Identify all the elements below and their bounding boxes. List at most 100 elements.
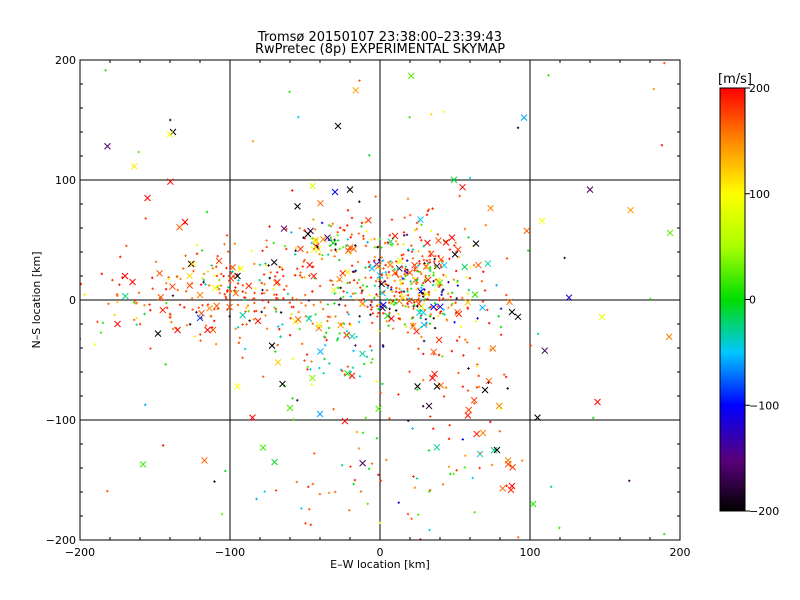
- data-point-x: [391, 269, 399, 277]
- data-point: [442, 110, 445, 113]
- data-point: [407, 305, 410, 309]
- data-point: [236, 303, 240, 307]
- data-point: [436, 233, 440, 236]
- data-point: [397, 393, 400, 396]
- data-point-x: [294, 316, 302, 323]
- data-point: [326, 253, 330, 256]
- data-point: [476, 317, 479, 320]
- data-point: [390, 218, 394, 221]
- data-point: [420, 239, 423, 242]
- data-point: [111, 278, 114, 282]
- data-point: [410, 317, 414, 320]
- data-point-x: [104, 142, 111, 150]
- data-point: [269, 271, 272, 274]
- data-point: [382, 267, 385, 270]
- data-point-x: [451, 251, 459, 258]
- data-point: [320, 257, 324, 261]
- data-point: [286, 292, 290, 296]
- data-point: [274, 489, 278, 492]
- data-point-x: [317, 199, 324, 207]
- data-point: [226, 250, 230, 253]
- data-point: [204, 283, 207, 286]
- data-point: [432, 427, 435, 430]
- data-point: [313, 452, 316, 455]
- data-point-x: [189, 260, 196, 268]
- data-point: [351, 366, 355, 369]
- data-point-x: [159, 306, 167, 314]
- data-point: [188, 323, 192, 326]
- data-point: [437, 285, 441, 289]
- data-point: [380, 273, 383, 277]
- data-point: [334, 315, 337, 318]
- data-point: [416, 270, 420, 273]
- data-point: [452, 278, 456, 281]
- data-point: [368, 293, 371, 297]
- data-point: [363, 220, 366, 224]
- data-point-x: [465, 406, 473, 414]
- data-point: [297, 310, 300, 314]
- data-point: [368, 263, 372, 267]
- data-point-x: [232, 289, 240, 297]
- data-point-x: [459, 183, 466, 191]
- data-point: [69, 285, 71, 287]
- data-point-x: [471, 291, 479, 298]
- data-point: [425, 213, 429, 217]
- data-point: [80, 337, 82, 341]
- data-point: [465, 276, 468, 279]
- data-point: [261, 249, 264, 253]
- data-point: [373, 296, 376, 300]
- data-point-x: [304, 230, 312, 238]
- data-point: [459, 325, 463, 329]
- data-point: [231, 270, 234, 273]
- data-point: [391, 327, 395, 330]
- data-point: [178, 303, 182, 306]
- data-point: [262, 273, 266, 276]
- data-point: [154, 260, 158, 264]
- data-point: [417, 347, 420, 350]
- data-point: [342, 322, 346, 326]
- data-point: [364, 266, 367, 269]
- data-point: [223, 243, 226, 246]
- data-point: [428, 528, 431, 532]
- data-point: [433, 257, 436, 261]
- data-point: [434, 288, 437, 292]
- data-point-x: [309, 182, 316, 190]
- data-point-x: [379, 301, 387, 309]
- data-point: [264, 262, 267, 265]
- data-point-x: [206, 304, 213, 312]
- data-point: [248, 319, 251, 322]
- data-point-x: [407, 72, 415, 80]
- data-point: [265, 289, 269, 292]
- data-point: [388, 417, 391, 420]
- data-point: [358, 79, 361, 82]
- data-point: [355, 298, 358, 301]
- data-point: [164, 363, 167, 366]
- data-point: [346, 224, 349, 227]
- data-point: [314, 313, 317, 316]
- colorbar-ticks: 200 100 0 −100 −200: [745, 82, 779, 518]
- x-axis-label: E–W location [km]: [330, 558, 430, 571]
- data-point: [461, 385, 465, 388]
- data-point: [434, 265, 437, 268]
- data-point-x: [454, 308, 461, 316]
- data-point-x: [374, 262, 382, 270]
- data-point-x: [43, 310, 49, 316]
- data-point: [490, 463, 494, 467]
- data-point-x: [319, 235, 327, 243]
- data-point-x: [627, 206, 634, 214]
- data-point: [406, 287, 409, 291]
- data-point: [329, 279, 332, 282]
- data-point: [307, 299, 311, 302]
- data-point: [336, 234, 339, 237]
- data-point: [383, 241, 387, 245]
- data-point: [370, 238, 373, 241]
- data-point: [377, 311, 380, 315]
- data-point: [489, 420, 492, 424]
- data-point: [369, 303, 372, 307]
- data-point-x: [215, 257, 223, 265]
- data-point: [389, 243, 393, 246]
- data-point: [498, 407, 502, 411]
- data-point: [233, 242, 236, 245]
- data-point: [265, 245, 268, 249]
- data-point: [436, 305, 439, 308]
